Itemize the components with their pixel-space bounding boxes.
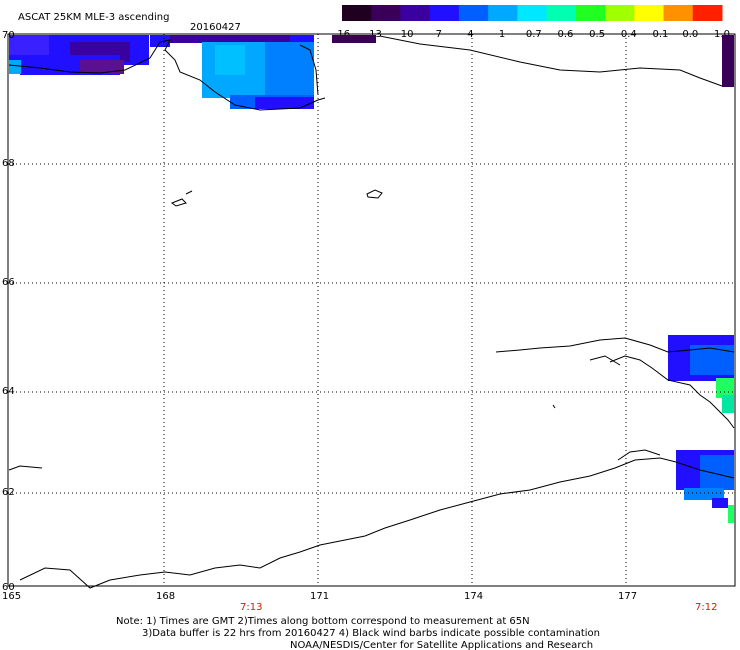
colorbar: -16 -13 -10 -7 -4 -1 -0.7 -0.6 -0.5 -0.4 -0.1 0.0 1.… [334,5,730,40]
lat-label: 68 [2,158,15,169]
colorbar-swatch [605,5,635,21]
colorbar-swatch [342,5,372,21]
note-line: 3)Data buffer is 22 hrs from 20160427 4)… [142,628,600,639]
swath-cell [9,35,49,55]
lon-label: 168 [156,591,175,602]
lat-label: 62 [2,487,15,498]
longitude-labels: 165 168 171 174 177 [2,591,637,602]
swath-cell [9,60,21,74]
map-date: 20160427 [190,22,241,33]
colorbar-swatch [517,5,548,21]
colorbar-swatch [458,5,489,21]
lon-label: 177 [618,591,637,602]
colorbar-swatch [546,5,577,21]
swath-cell [684,488,724,500]
swath-cell [150,35,170,47]
lat-label: 66 [2,277,15,288]
lat-label: 70 [2,30,15,41]
swath-cell [215,45,245,75]
time-label: 7:12 [695,602,717,613]
swath-cell [332,35,376,43]
latitude-labels: 70 68 66 64 62 60 [2,30,15,593]
note-line: Note: 1) Times are GMT 2)Times along bot… [116,616,530,627]
swath-cell [170,35,314,43]
swath-cell [290,35,314,43]
colorbar-swatch [488,5,518,21]
swath-cell [80,60,124,74]
swath-cell [722,395,734,413]
swath-cell [690,345,734,375]
swath-cell [728,505,734,523]
colorbar-swatch [663,5,694,21]
colorbar-swatch [429,5,460,21]
colorbar-swatch [371,5,401,21]
swath-cell [716,378,734,398]
lat-label: 60 [2,582,15,593]
note-line: NOAA/NESDIS/Center for Satellite Applica… [290,640,593,650]
swath-cell [265,42,314,97]
colorbar-swatch [400,5,431,21]
swath-cell [712,498,728,508]
graticule [8,34,735,586]
map-frame [7,33,736,587]
lat-label: 64 [2,386,15,397]
colorbar-swatch [692,5,723,21]
swath-cell [722,35,734,87]
time-label: 7:13 [240,602,262,613]
swath-cell [255,97,314,109]
map-title: ASCAT 25KM MLE-3 ascending [18,12,169,23]
lon-label: 174 [464,591,483,602]
swath-cell [700,455,734,490]
lon-label: 171 [310,591,329,602]
coastlines [8,35,735,589]
data-swaths [9,35,734,523]
colorbar-swatch [575,5,606,21]
lon-label: 165 [2,591,21,602]
colorbar-swatch [634,5,665,21]
